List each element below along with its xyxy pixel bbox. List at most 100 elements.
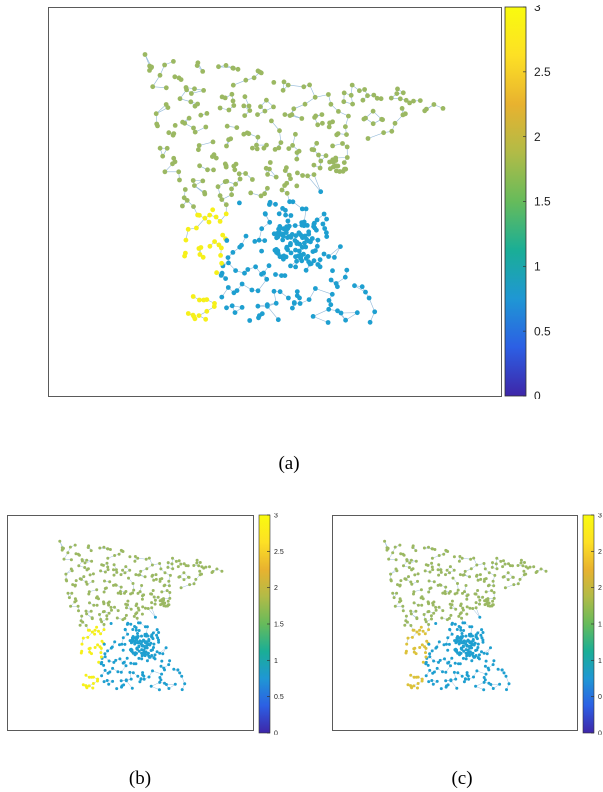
graph-node xyxy=(243,171,249,176)
graph-node xyxy=(107,603,111,607)
graph-node xyxy=(100,639,104,643)
graph-node xyxy=(99,651,103,655)
graph-node xyxy=(129,622,133,626)
graph-node xyxy=(311,162,317,168)
graph-node xyxy=(448,628,452,632)
graph-node xyxy=(490,604,494,608)
graph-node xyxy=(438,658,442,662)
graph-node xyxy=(197,252,203,257)
graph-node xyxy=(241,103,247,109)
graph-node xyxy=(242,113,248,118)
graph-node xyxy=(152,646,155,649)
graph-node xyxy=(173,682,177,686)
graph-node xyxy=(85,612,89,616)
graph-node xyxy=(322,226,328,231)
graph-node xyxy=(121,618,125,622)
graph-node xyxy=(99,655,103,659)
graph-node xyxy=(483,577,487,581)
graph-node xyxy=(464,634,468,638)
graph-node xyxy=(192,129,198,135)
graph-node xyxy=(140,597,144,601)
graph-node xyxy=(333,158,339,163)
graph-node xyxy=(90,652,93,656)
colorbar-tick-label: 3 xyxy=(598,513,602,519)
graph-node xyxy=(436,568,440,572)
graph-node xyxy=(427,623,431,626)
graph-node xyxy=(190,312,196,318)
graph-node xyxy=(443,590,447,593)
graph-edge xyxy=(267,306,279,320)
graph-node xyxy=(160,590,164,594)
graph-node xyxy=(143,575,147,579)
graph-node xyxy=(133,559,137,563)
graph-node xyxy=(214,270,220,276)
graph-node xyxy=(152,578,156,582)
graph-node xyxy=(437,573,441,577)
graph-node xyxy=(469,567,473,571)
graph-node xyxy=(247,318,253,323)
graph-node xyxy=(154,573,158,577)
graph-node xyxy=(160,153,166,159)
graph-node xyxy=(297,232,303,237)
graph-node xyxy=(370,121,376,127)
graph-node xyxy=(314,217,320,223)
graph-node xyxy=(314,140,320,146)
graph-node xyxy=(293,131,298,137)
graph-node xyxy=(264,276,270,282)
graph-node xyxy=(430,547,434,551)
graph-node xyxy=(506,571,510,575)
graph-node xyxy=(402,564,405,568)
graph-node xyxy=(178,77,184,82)
graph-node xyxy=(102,590,106,594)
graph-node xyxy=(255,112,260,117)
graph-node xyxy=(431,682,435,686)
graph-node xyxy=(463,569,467,573)
graph-node xyxy=(294,289,300,294)
graph-node xyxy=(272,147,278,152)
graph-node xyxy=(332,255,337,260)
graph-node xyxy=(412,684,416,688)
graph-node xyxy=(279,273,284,278)
graph-node xyxy=(398,584,402,588)
graph-node xyxy=(481,640,485,644)
graph-node xyxy=(326,92,331,97)
panel-b-colorbar: 0 0.5 1 1.5 2 2.5 3 xyxy=(258,513,284,735)
graph-node xyxy=(423,632,427,636)
graph-node xyxy=(410,686,414,690)
graph-node xyxy=(160,602,164,606)
graph-node xyxy=(182,562,186,566)
graph-node xyxy=(434,622,438,625)
graph-node xyxy=(254,146,260,152)
graph-node xyxy=(111,666,115,670)
graph-node xyxy=(120,642,124,646)
graph-node xyxy=(152,642,156,646)
graph-node xyxy=(230,65,236,71)
graph-node xyxy=(231,290,237,296)
graph-node xyxy=(452,555,456,559)
graph-node xyxy=(259,248,264,254)
graph-node xyxy=(255,303,261,309)
graph-node xyxy=(77,564,81,568)
graph-node xyxy=(233,268,239,273)
graph-node xyxy=(131,671,135,675)
graph-node xyxy=(449,613,453,617)
graph-node xyxy=(116,609,120,613)
graph-node xyxy=(446,683,450,687)
graph-node xyxy=(180,203,185,209)
graph-node xyxy=(441,609,445,613)
graph-node xyxy=(501,575,505,579)
graph-node xyxy=(325,320,331,325)
graph-node xyxy=(437,640,441,644)
graph-node xyxy=(303,256,309,261)
graph-node xyxy=(444,585,448,589)
graph-node xyxy=(313,286,318,291)
graph-node xyxy=(96,679,99,683)
graph-node xyxy=(312,220,317,226)
graph-node xyxy=(491,561,494,565)
graph-node xyxy=(280,87,286,93)
graph-node xyxy=(102,610,106,613)
graph-node xyxy=(392,120,398,126)
graph-node xyxy=(100,674,104,678)
graph-node xyxy=(315,262,321,267)
graph-node xyxy=(457,559,461,563)
